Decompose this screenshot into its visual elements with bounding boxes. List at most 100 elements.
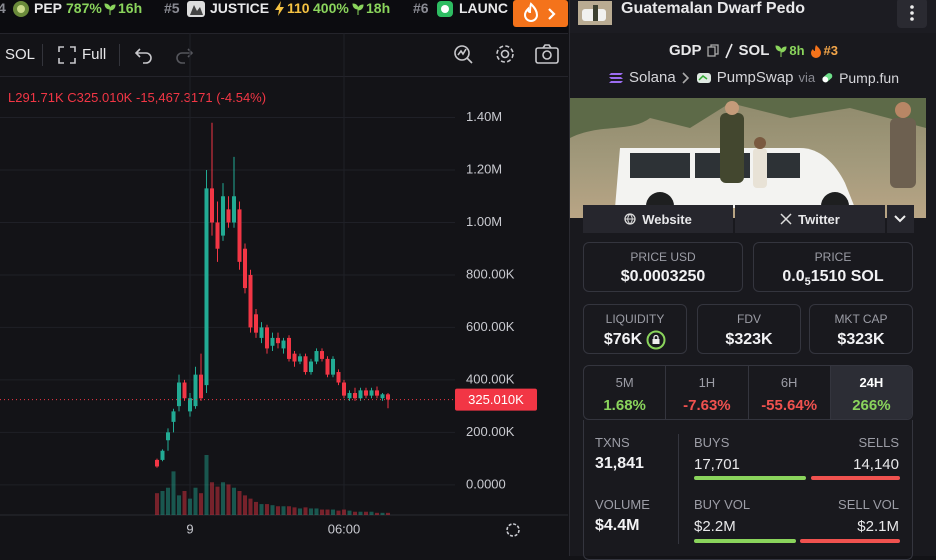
candle-body: [320, 351, 324, 359]
change-tabs: 5M 1.68% 1H -7.63% 6H -55.64% 24H 266%: [583, 365, 913, 420]
x-tick-label: 06:00: [328, 521, 361, 536]
chevron: [682, 71, 689, 84]
candle-body: [210, 188, 214, 223]
price-native-label: PRICE: [814, 250, 852, 264]
volume-bar: [210, 482, 214, 515]
volume-bar: [199, 493, 203, 515]
volume-bar: [248, 498, 253, 515]
token-icon: [187, 1, 205, 17]
token-header: Guatemalan Dwarf Pedo: [570, 0, 936, 33]
price-native-box: PRICE 0.051510 SOL: [753, 242, 913, 292]
candle-body: [171, 411, 176, 422]
indicator-button[interactable]: [452, 43, 474, 65]
y-tick-label: 1.00M: [466, 214, 502, 229]
metric-label: LIQUIDITY: [605, 312, 665, 326]
pumpfun-icon: [822, 72, 833, 82]
change-tab[interactable]: 5M 1.68%: [584, 366, 665, 419]
settings-button[interactable]: [494, 43, 516, 65]
website-link[interactable]: Website: [583, 205, 733, 233]
candle-body: [204, 188, 209, 386]
low: L291.71K: [8, 90, 64, 105]
launchpad[interactable]: Pump.fun: [839, 69, 899, 86]
candle-body: [375, 390, 379, 396]
candle-body: [281, 340, 286, 349]
token-panel: Guatemalan Dwarf Pedo GDP SOL 8h #3 Sola…: [569, 0, 936, 560]
volume-bar: [160, 491, 165, 515]
solana-icon: [609, 72, 623, 83]
via: via: [798, 70, 816, 85]
candle-body: [309, 361, 313, 373]
candle-body: [248, 274, 253, 328]
change: 400%: [313, 0, 349, 16]
last-price-label: 325.010K: [468, 392, 524, 407]
candle-body: [265, 327, 269, 349]
quote-toggle[interactable]: SOL: [5, 46, 36, 63]
globe-icon: [624, 213, 636, 225]
chain[interactable]: Solana: [629, 69, 676, 86]
stat-value: $2.2M: [694, 518, 736, 535]
candle-body: [221, 196, 225, 236]
change-tab[interactable]: 1H -7.63%: [665, 366, 747, 419]
menu-button[interactable]: [897, 0, 927, 28]
token-icon: [437, 1, 453, 17]
volume-bar: [193, 487, 198, 515]
candle-body: [347, 393, 352, 399]
chart-toolbar: SOL Full: [0, 34, 568, 77]
candle-body: [193, 374, 198, 407]
y-tick-label: 0.0000: [466, 476, 506, 491]
axis-settings-button[interactable]: [506, 523, 520, 537]
symbol[interactable]: JUSTICE: [210, 0, 270, 16]
volume-bar: [358, 511, 363, 515]
price-usd-value: $0.0003250: [620, 268, 706, 285]
copy-button[interactable]: [706, 44, 719, 57]
tab-period: 24H: [859, 375, 884, 390]
price-chart: 0.0000 200.00K 400.00K 600.00K 800.00K 1.00M 1…: [0, 33, 568, 537]
redo-button[interactable]: [174, 46, 194, 64]
stat-label: TXNS: [595, 435, 630, 450]
price-prefix: 0.0: [782, 268, 805, 285]
candle-body: [155, 459, 159, 467]
volume-bar: [303, 507, 308, 515]
candle-body: [386, 394, 390, 400]
candle-body: [199, 374, 203, 399]
candle-body: [336, 372, 341, 383]
volume-bar: [232, 487, 236, 515]
symbol[interactable]: PEP: [34, 0, 63, 16]
volume-bar: [243, 495, 247, 515]
stat-value: $4.4M: [595, 517, 640, 534]
candle-body: [270, 337, 275, 346]
metric-label: MKT CAP: [834, 312, 888, 326]
metric-value: $323K: [837, 331, 885, 348]
base-symbol: GDP: [669, 42, 702, 59]
trending-button[interactable]: [513, 0, 568, 27]
trending-bar: 4 PEP 787% 16h #5 JUSTICE 110 400% 18h #…: [0, 0, 568, 34]
y-tick-label: 600.00K: [466, 319, 515, 334]
route-row: Solana PumpSwap via Pump.fun: [570, 69, 936, 86]
screenshot-button[interactable]: [535, 44, 559, 64]
fullscreen-icon: [58, 46, 76, 64]
stat-value: 14,140: [853, 456, 899, 473]
dex[interactable]: PumpSwap: [716, 69, 794, 86]
last-price-badge: [455, 388, 537, 411]
y-tick-label: 1.40M: [466, 109, 502, 124]
trending-rank: #3: [823, 43, 838, 58]
volume-bar: [298, 508, 302, 515]
tab-period: 6H: [780, 375, 798, 390]
range-button[interactable]: Full: [82, 46, 107, 63]
candle-body: [259, 327, 264, 338]
change-tab[interactable]: 24H 266%: [829, 366, 912, 419]
volume-bar: [182, 491, 187, 515]
change-tab[interactable]: 6H -55.64%: [747, 366, 830, 419]
undo-button[interactable]: [134, 46, 154, 64]
candle-body: [182, 382, 187, 399]
symbol[interactable]: LAUNC: [459, 0, 508, 16]
candle-body: [298, 356, 302, 362]
separator: [119, 44, 120, 66]
twitter-link[interactable]: Twitter: [735, 205, 885, 233]
volume-bar: [353, 511, 357, 515]
stat-label: BUYS: [694, 435, 730, 450]
age: 16h: [118, 0, 143, 16]
more-links-button[interactable]: [887, 205, 914, 233]
volume-bar: [166, 487, 170, 515]
separator: [42, 44, 43, 66]
